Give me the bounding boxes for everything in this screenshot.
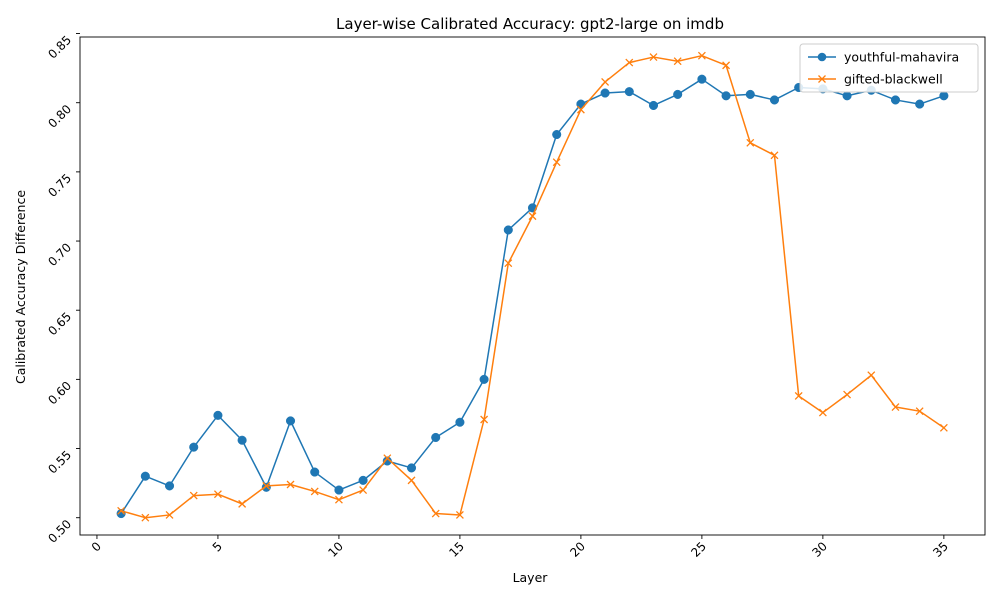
plot-frame [79,36,986,536]
chart-title: Layer-wise Calibrated Accuracy: gpt2-lar… [336,15,724,33]
data-point [189,491,198,500]
y-tick-label: 0.75 [45,171,74,200]
data-point [117,506,126,515]
data-point [140,471,150,481]
plot-area [79,36,986,536]
data-point [528,212,537,221]
data-point [673,89,683,99]
data-point [455,417,465,427]
data-point [310,487,319,496]
y-tick-label: 0.55 [45,448,74,477]
data-point [867,371,876,380]
data-point [649,53,658,62]
y-tick-label: 0.85 [45,33,74,62]
data-point [213,490,222,499]
data-point [237,435,247,445]
data-point [407,476,416,485]
legend-marker [818,75,826,83]
data-point [382,456,392,466]
y-axis-ticks: 0.50 0.55 0.60 0.65 0.70 0.75 0.80 0.85 [45,33,80,546]
data-point [480,415,489,424]
data-point [141,513,150,522]
legend-item: gifted-blackwell [808,72,943,87]
data-point [939,91,949,101]
data-point [794,392,803,400]
data-point [431,509,440,518]
data-point [552,158,561,167]
x-axis-label: Layer [513,570,549,585]
data-point [431,432,441,443]
data-point [721,91,731,101]
x-tick-label: 35 [930,539,951,560]
data-point [213,410,223,420]
data-point [624,87,634,97]
data-point [262,481,271,490]
legend-label: gifted-blackwell [844,72,943,87]
data-point [552,129,562,140]
data-point [406,463,417,473]
data-point [673,57,682,66]
legend-box [799,43,979,93]
plot-background [80,37,985,535]
data-point [310,467,320,477]
x-axis-ticks: 0 5 10 15 20 25 30 35 [89,535,951,560]
data-point [238,499,247,508]
data-point [576,105,585,114]
data-point [455,510,464,519]
y-tick-label: 0.60 [45,379,74,408]
data-point [383,454,392,463]
data-point [722,61,731,70]
legend-marker [817,52,827,62]
data-point [770,151,779,160]
data-point [697,51,706,60]
y-axis-label: Calibrated Accuracy Difference [13,190,28,384]
data-point [504,259,513,268]
data-point [890,95,901,105]
data-point [746,138,755,147]
data-point [479,374,489,384]
x-tick-label: 10 [325,539,346,560]
data-point [697,74,707,84]
y-tick-label: 0.70 [45,240,74,269]
y-tick-label: 0.65 [45,309,74,338]
data-point [745,89,755,99]
x-tick-label: 15 [446,539,467,560]
data-point [334,495,343,504]
x-tick-label: 5 [210,539,225,554]
y-tick-label: 0.50 [45,517,74,546]
data-point [915,407,924,416]
data-point [286,480,295,489]
data-point [285,416,296,426]
data-point [165,510,174,519]
x-tick-label: 30 [809,539,830,560]
x-tick-label: 25 [688,539,709,560]
data-point [334,485,344,495]
data-point [818,408,827,417]
data-point [189,442,199,452]
y-tick-label: 0.80 [45,102,74,131]
data-point [843,390,852,399]
data-point [164,481,175,491]
data-point [648,100,659,111]
x-tick-label: 20 [567,539,588,560]
data-point [359,486,368,495]
data-point [939,423,948,432]
legend-label: youthful-mahavira [844,50,959,65]
data-point [358,475,368,485]
data-point [625,58,634,67]
data-point [842,91,852,101]
x-tick-label: 0 [89,539,104,554]
legend-item: youthful-mahavira [808,50,959,65]
data-point [769,95,780,105]
legend: youthful-mahavira gifted-blackwell [799,43,979,93]
data-point [503,225,513,235]
series-gifted-blackwell [117,51,948,522]
data-point [601,77,610,86]
data-point [915,99,925,109]
data-point [891,403,900,412]
data-point [600,88,610,98]
